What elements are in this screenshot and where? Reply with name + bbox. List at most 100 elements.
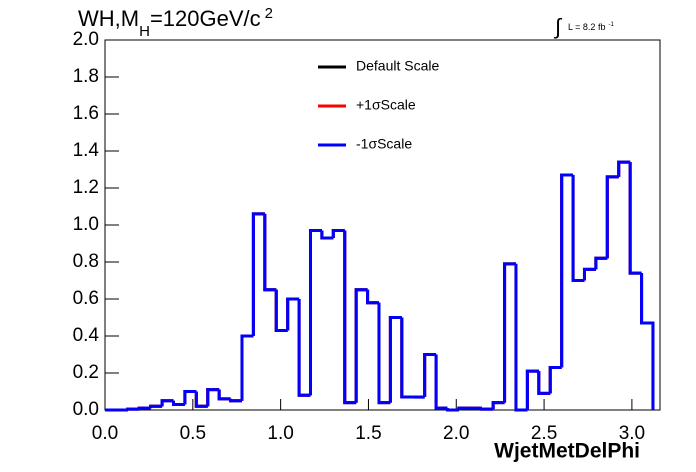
histogram-bin xyxy=(560,173,574,368)
histogram-bin xyxy=(377,302,391,405)
histogram-bin xyxy=(423,353,437,398)
histogram-bin xyxy=(582,267,596,281)
histogram-bin xyxy=(514,263,528,412)
histogram-bin xyxy=(377,302,391,405)
histogram-bin xyxy=(263,213,277,292)
histogram-bin xyxy=(308,229,322,396)
histogram-bin xyxy=(251,212,265,336)
y-tick-label: 1.0 xyxy=(73,214,99,235)
histogram-bin xyxy=(343,230,357,405)
histogram-bin xyxy=(320,230,334,240)
histogram-bin xyxy=(274,289,288,332)
histogram-bin xyxy=(354,288,368,403)
histogram-bin xyxy=(628,162,642,275)
histogram-bin xyxy=(617,160,631,177)
y-tick-label: 1.4 xyxy=(73,140,100,161)
histogram-bin xyxy=(525,369,539,410)
histogram-bin xyxy=(514,263,528,412)
histogram-bin xyxy=(514,263,528,412)
histogram-bin xyxy=(491,401,505,410)
histogram-bin xyxy=(594,256,608,270)
histogram-bin xyxy=(617,160,631,177)
histogram-bin xyxy=(571,175,585,282)
histogram-bin xyxy=(594,256,608,270)
histogram-bin xyxy=(400,317,414,399)
histogram-bin xyxy=(240,334,254,401)
histogram-bin xyxy=(548,365,562,394)
histogram-bin xyxy=(617,160,631,177)
histogram-bin xyxy=(571,175,585,282)
histogram-bin xyxy=(525,369,539,410)
y-tick-label: 0.2 xyxy=(73,362,99,383)
luminosity-sup: -1 xyxy=(608,22,614,28)
title-main: WH,M xyxy=(78,6,139,31)
histogram-bin xyxy=(286,297,300,331)
histogram-bin xyxy=(297,299,311,397)
y-tick-label: 0.6 xyxy=(73,288,99,309)
title-sub: H xyxy=(139,23,150,40)
histogram-bin xyxy=(263,213,277,292)
histogram-bin xyxy=(594,256,608,270)
histogram-bin xyxy=(206,388,220,407)
chart-title: WH,MH=120GeV/c 2 xyxy=(78,5,273,40)
histogram-bin xyxy=(343,230,357,405)
histogram-bin xyxy=(354,288,368,403)
plot-frame xyxy=(104,39,661,411)
histogram-bin xyxy=(366,289,379,305)
histogram-bin xyxy=(366,289,379,305)
histogram-bin xyxy=(274,289,288,332)
histogram-bin xyxy=(628,162,642,275)
legend-label: Default Scale xyxy=(356,58,439,74)
histogram-bin xyxy=(331,229,345,238)
histogram-bin xyxy=(582,267,596,281)
histogram-bin xyxy=(308,229,322,396)
y-tick-label: 1.8 xyxy=(73,66,99,87)
histogram-bin xyxy=(286,297,300,331)
legend-label: -1σScale xyxy=(356,136,412,152)
x-tick-label: 0.5 xyxy=(180,423,206,444)
y-tick-label: 1.6 xyxy=(73,103,99,124)
histogram-bin xyxy=(388,316,402,403)
histogram-bin xyxy=(377,302,391,405)
title-sup: 2 xyxy=(265,5,273,22)
histogram-bin xyxy=(400,317,414,399)
histogram-bin xyxy=(503,262,516,403)
histogram-bin xyxy=(503,262,516,403)
x-tick-label: 2.0 xyxy=(443,423,469,444)
integral-sign: ∫ xyxy=(553,14,563,39)
histogram-bin xyxy=(263,213,277,292)
x-tick-label: 1.5 xyxy=(355,423,381,444)
luminosity: L = 8.2 fb -1 xyxy=(568,22,614,33)
x-axis-label: WjetMetDelPhi xyxy=(494,440,640,463)
histogram-bin xyxy=(503,262,516,403)
histogram-bin xyxy=(525,369,539,410)
title-rest: =120GeV/c xyxy=(150,6,261,31)
histogram-bin xyxy=(582,267,596,281)
histogram-bin xyxy=(388,316,402,403)
histogram-bin xyxy=(160,399,174,407)
histogram-bin xyxy=(343,230,357,405)
x-tick-label: 3.0 xyxy=(619,423,645,444)
histogram-bin xyxy=(171,400,185,406)
histogram-bin xyxy=(434,354,448,410)
legend-label: +1σScale xyxy=(356,97,416,113)
histogram-bin xyxy=(354,288,368,403)
histogram-bin xyxy=(445,408,459,412)
y-tick-label: 2.0 xyxy=(73,29,99,50)
histogram-bin xyxy=(274,289,288,332)
histogram-bin xyxy=(388,316,402,403)
histogram-bin xyxy=(434,354,448,410)
histogram-bin xyxy=(457,406,471,410)
histogram-bin xyxy=(297,299,311,397)
histogram-bin xyxy=(537,371,551,395)
y-tick-label: 0.4 xyxy=(73,325,100,346)
histogram-bin xyxy=(548,365,562,394)
histogram-bin xyxy=(560,173,574,368)
luminosity-text: L = 8.2 fb xyxy=(568,22,605,32)
histogram-bin xyxy=(206,388,220,407)
histogram-bin xyxy=(537,371,551,395)
histogram-bin xyxy=(183,390,197,405)
histogram-bin xyxy=(183,390,197,405)
histogram-bin xyxy=(640,273,655,410)
